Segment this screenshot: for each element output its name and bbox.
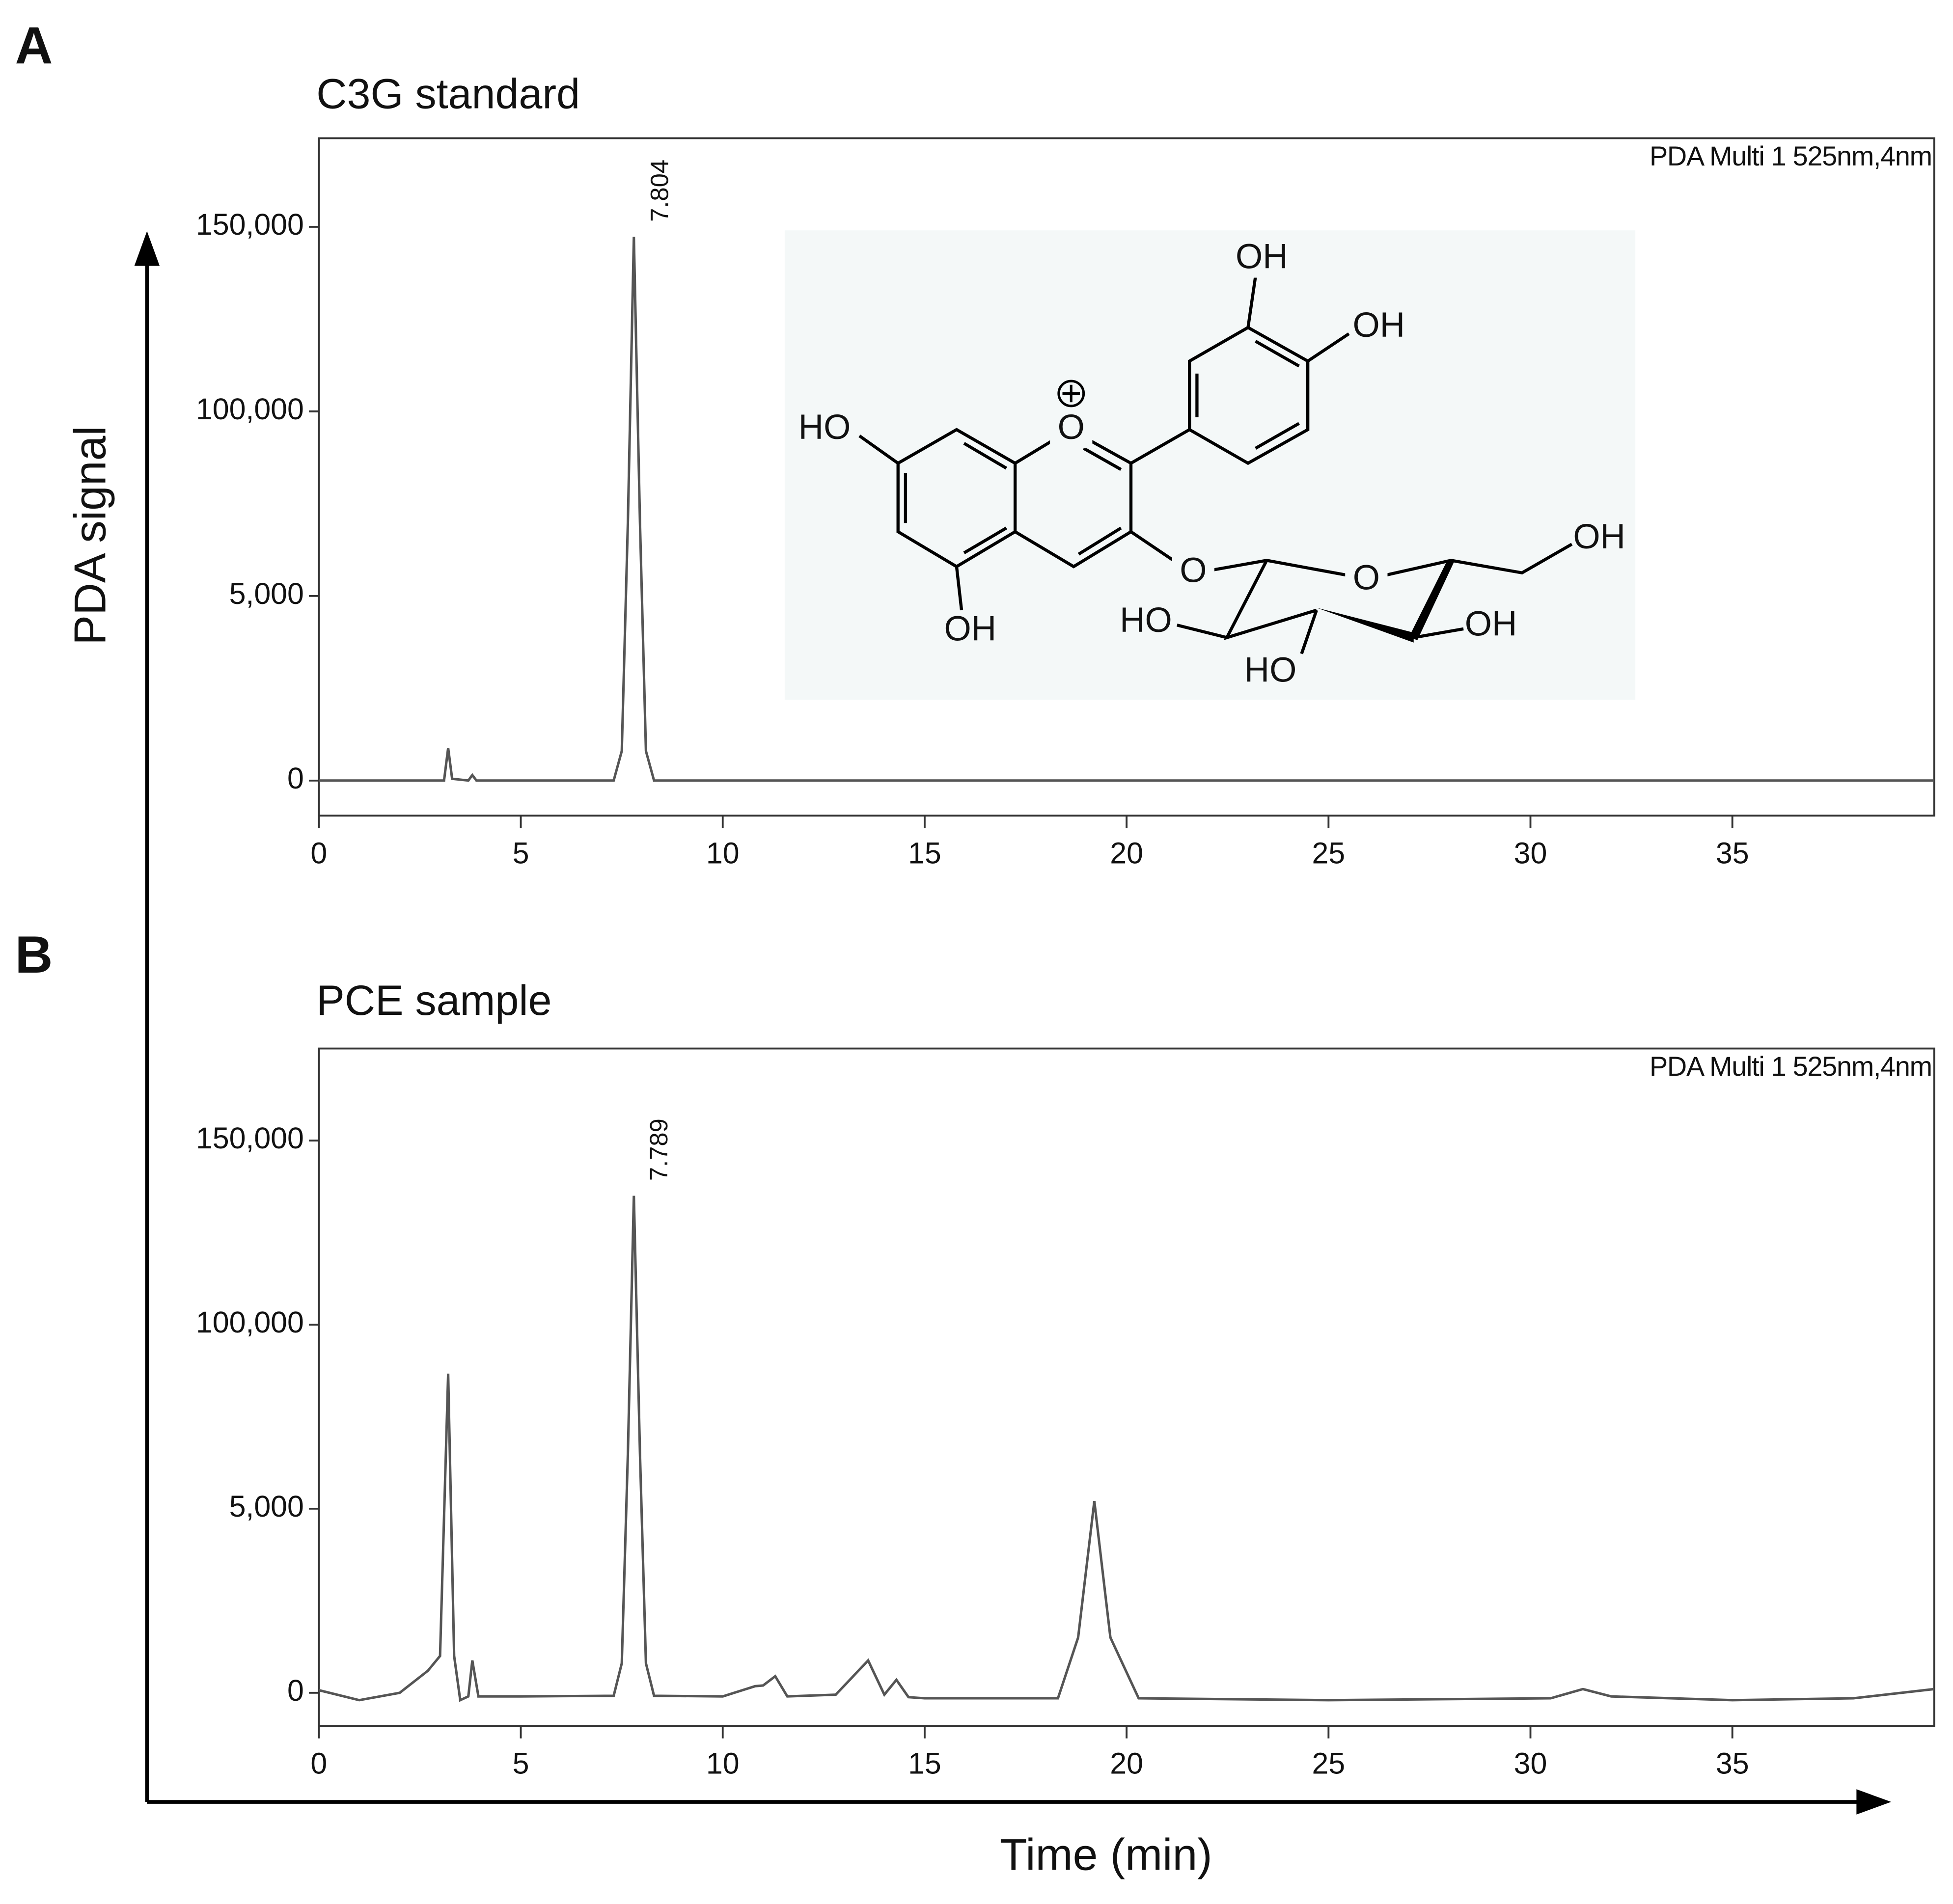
x-tick-label: 30 [1514,1747,1547,1780]
atom-label: HO [798,408,851,447]
label-backdrop [1357,309,1400,347]
atom-label: OH [944,610,997,649]
x-tick-label: 0 [310,837,327,870]
atom-label: OH [1573,517,1625,556]
atom-label: HO [1120,601,1172,640]
label-backdrop [1345,561,1388,599]
x-tick-label: 15 [908,1747,941,1780]
x-axis-label: Time (min) [1000,1829,1212,1879]
x-tick-label: 5 [513,1747,529,1780]
label-backdrop [949,612,991,650]
arrowhead [134,231,160,266]
y-tick-label: 5,000 [229,577,304,610]
chart-title: C3G standard [316,71,580,118]
atom-label: OH [1465,605,1517,644]
x-tick-label: 35 [1716,837,1749,870]
trace [318,1196,1935,1702]
wedge-bond [1316,607,1414,643]
label-backdrop [1050,410,1093,449]
atom-label: O [1353,559,1380,598]
y-tick-label: 0 [287,762,304,795]
panel-letter: B [15,925,53,984]
y-tick-label: 0 [287,1674,304,1707]
label-backdrop [1249,653,1292,691]
label-backdrop [1578,520,1621,558]
atom-label: O [1058,408,1085,447]
peak-label: 7.789 [645,1118,673,1181]
atom-label: OH [1236,237,1288,276]
arrowhead [1856,1789,1892,1815]
x-tick-label: 20 [1110,1747,1143,1780]
label-backdrop [1240,240,1283,278]
annotation: PDA Multi 1 525nm,4nm [1650,140,1932,171]
y-tick-label: 150,000 [196,208,304,241]
x-tick-label: 10 [706,837,740,870]
x-tick-label: 15 [908,837,941,870]
label-backdrop [1172,554,1214,592]
x-tick-label: 30 [1514,837,1547,870]
shared-axes [134,231,1892,1815]
y-tick-label: 100,000 [196,392,304,426]
atom-label: OH [1352,306,1405,345]
label-backdrop [803,410,846,449]
label-backdrop [1469,607,1513,645]
y-tick-label: 100,000 [196,1306,304,1339]
wedge-bond [1408,560,1455,640]
peak-label: 7.804 [645,160,673,222]
charge [1057,380,1085,408]
atom-label: O [1180,551,1207,590]
label-backdrop [1125,604,1167,642]
trace [319,237,1934,782]
y-tick-label: 5,000 [229,1490,304,1523]
x-tick-label: 35 [1716,1747,1749,1780]
x-tick-label: 5 [513,837,529,870]
panel-letter: A [15,17,53,75]
x-tick-label: 20 [1110,837,1143,870]
y-tick-label: 150,000 [196,1121,304,1155]
y-axis-label: PDA signal [65,426,115,645]
x-tick-label: 10 [706,1747,740,1780]
x-tick-label: 0 [310,1747,327,1780]
annotation: PDA Multi 1 525nm,4nm [1650,1051,1932,1082]
chart-title: PCE sample [316,977,551,1024]
x-tick-label: 25 [1312,837,1345,870]
atom-label: HO [1244,651,1296,689]
x-tick-label: 25 [1312,1747,1345,1780]
